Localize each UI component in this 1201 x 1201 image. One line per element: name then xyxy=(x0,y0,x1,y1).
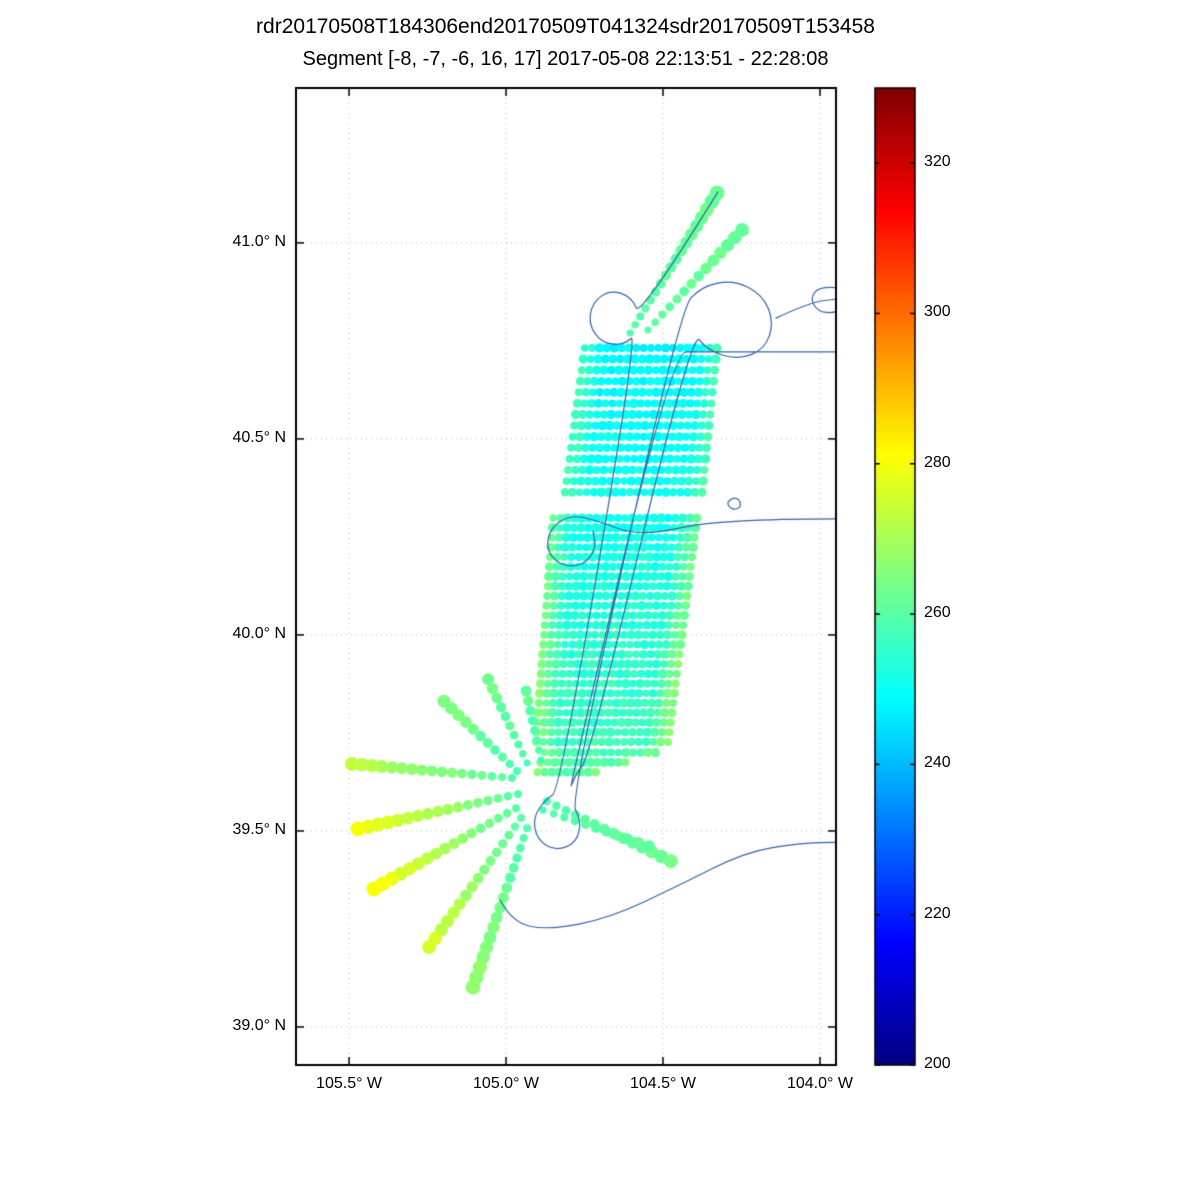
plot-title: rdr20170508T184306end20170509T041324sdr2… xyxy=(256,15,875,38)
plot-subtitle: Segment [-8, -7, -6, 16, 17] 2017-05-08 … xyxy=(302,48,829,70)
